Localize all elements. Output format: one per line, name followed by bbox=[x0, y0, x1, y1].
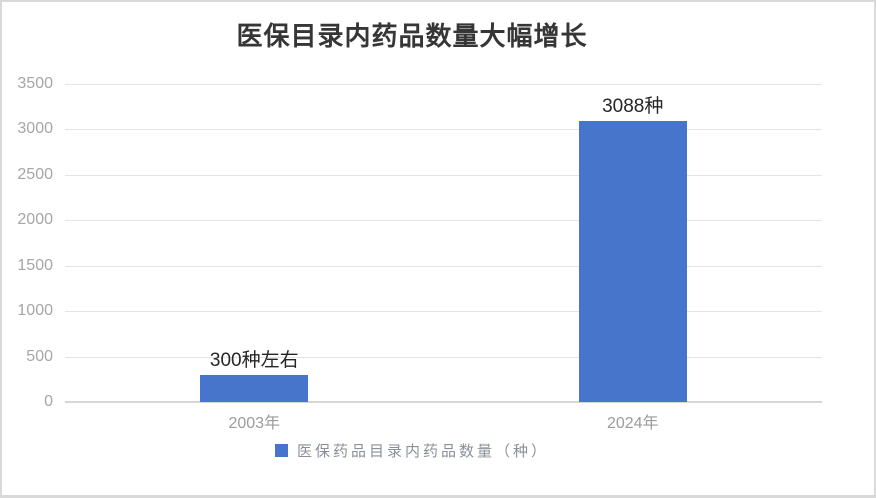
bar-2024年 bbox=[578, 121, 687, 402]
bar-2003年 bbox=[200, 374, 309, 402]
chart-title: 医保目录内药品数量大幅增长 bbox=[236, 21, 588, 51]
gridline bbox=[65, 401, 822, 403]
gridline bbox=[65, 265, 822, 267]
legend-label: 医保药品目录内药品数量（种） bbox=[296, 443, 549, 460]
y-axis-tick-label: 2000 bbox=[17, 211, 53, 229]
x-axis-tick-label: 2024年 bbox=[606, 415, 659, 432]
data-label: 3088种 bbox=[602, 96, 664, 118]
x-axis-tick-label: 2003年 bbox=[228, 415, 281, 432]
gridline bbox=[65, 129, 822, 131]
gridline bbox=[65, 356, 822, 358]
gridline bbox=[65, 220, 822, 222]
gridline bbox=[65, 84, 822, 85]
legend-swatch-icon bbox=[274, 444, 288, 457]
y-axis-tick-label: 3500 bbox=[17, 75, 53, 92]
y-axis-tick-label: 2500 bbox=[17, 165, 53, 183]
y-axis-tick-label: 3000 bbox=[17, 120, 53, 138]
y-axis-tick-label: 1500 bbox=[17, 256, 53, 274]
gridline bbox=[65, 174, 822, 176]
y-axis-tick-label: 1000 bbox=[17, 302, 53, 320]
y-axis-tick-label: 500 bbox=[26, 347, 53, 365]
plot-area bbox=[65, 84, 822, 403]
gridline bbox=[65, 311, 822, 313]
data-label: 300种左右 bbox=[209, 349, 299, 371]
legend: 医保药品目录内药品数量（种） bbox=[2, 440, 822, 461]
y-axis-tick-label: 0 bbox=[44, 393, 53, 410]
